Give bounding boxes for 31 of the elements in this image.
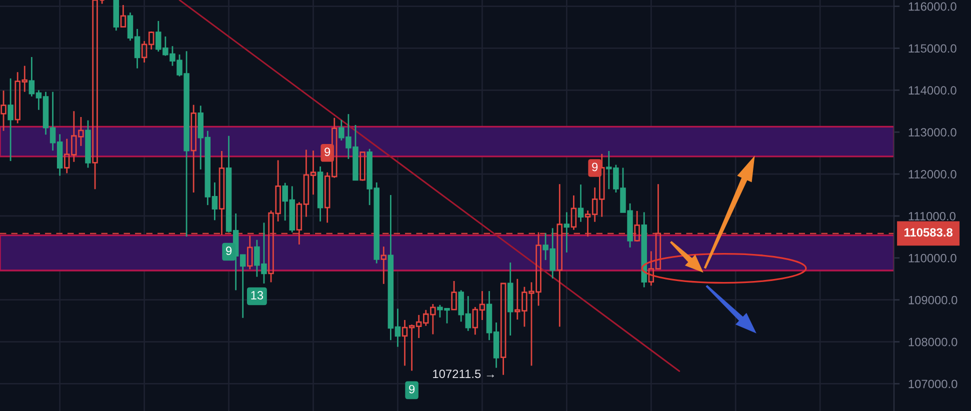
y-tick-label: 110000.0	[908, 254, 956, 262]
annotation: 107211.5 →	[433, 370, 494, 378]
y-tick-label: 114000.0	[908, 86, 956, 95]
candlestick	[0, 90, 6, 132]
candlestick	[500, 282, 506, 376]
candlestick	[317, 166, 324, 222]
candlestick	[564, 212, 570, 254]
candlestick	[8, 78, 14, 162]
candlestick	[570, 194, 577, 231]
y-tick-label: 107000.0	[908, 380, 958, 388]
annotation: 9	[409, 384, 415, 394]
ref-line-label: 110583.8	[904, 228, 953, 237]
candlestick	[507, 262, 514, 336]
candlestick	[120, 4, 126, 28]
y-tick-label: 112000.0	[908, 170, 956, 178]
y-tick-label: 116000.0	[908, 2, 956, 11]
candlestick	[578, 184, 584, 223]
candlestick	[92, 0, 98, 190]
annotation: 13	[251, 291, 264, 300]
candlestick	[190, 104, 196, 194]
y-tick-label: 108000.0	[908, 338, 958, 346]
annotation: 9	[226, 246, 232, 256]
y-tick-label: 115000.0	[908, 44, 956, 53]
candlestick	[641, 212, 647, 288]
y-tick-label: 113000.0	[908, 128, 956, 137]
annotation: 9	[592, 162, 598, 172]
annotation: 9	[324, 148, 330, 156]
candlestick	[451, 280, 457, 310]
y-tick-label: 111000.0	[908, 212, 956, 220]
y-tick-label: 109000.0	[908, 296, 958, 304]
candlestick	[380, 246, 387, 285]
